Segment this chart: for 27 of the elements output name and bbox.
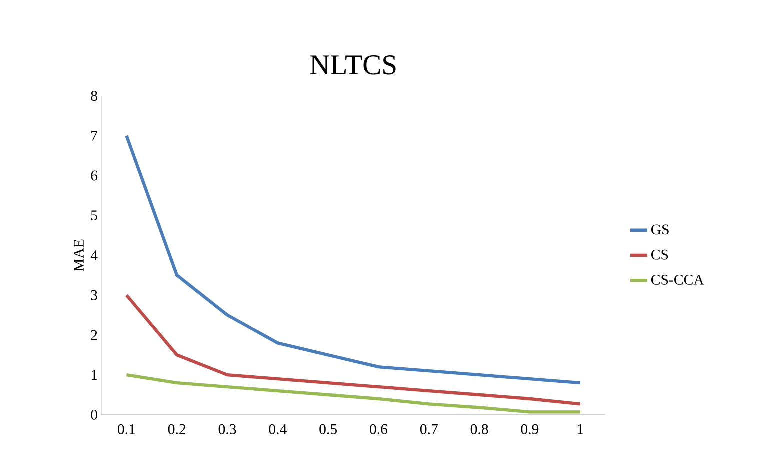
x-tick-label: 0.1 <box>118 424 136 434</box>
y-tick-label: 4 <box>90 250 98 260</box>
legend-label: GS <box>651 224 669 234</box>
x-tick-label: 0.9 <box>521 424 539 434</box>
y-tick-label: 1 <box>92 370 98 380</box>
x-tick-label: 0.4 <box>269 424 287 434</box>
chart-title: NLTCS <box>310 55 396 75</box>
line-series <box>125 134 582 384</box>
line-series <box>125 373 582 414</box>
x-tick-label: 0.2 <box>168 424 186 434</box>
y-tick-label: 7 <box>92 130 98 141</box>
y-tick-label: 0 <box>91 410 98 420</box>
x-tick-label: 1 <box>578 424 584 434</box>
y-tick-label: 3 <box>91 290 98 300</box>
x-tick-label: 0.7 <box>420 424 438 434</box>
y-tick-label: 6 <box>91 170 98 181</box>
x-tick-label: 0.8 <box>470 424 488 434</box>
x-tick-label: 0.6 <box>370 424 388 434</box>
line-series <box>125 294 582 406</box>
y-tick-label: 8 <box>91 90 98 101</box>
legend-label: CS <box>651 250 668 260</box>
y-tick-label: 2 <box>91 330 98 340</box>
x-tick-label: 0.5 <box>320 424 338 434</box>
y-axis-title: MAE <box>74 240 84 272</box>
y-tick-label: 5 <box>91 210 98 220</box>
x-tick-label: 0.3 <box>218 424 236 434</box>
legend-label: CS-CCA <box>651 274 704 285</box>
